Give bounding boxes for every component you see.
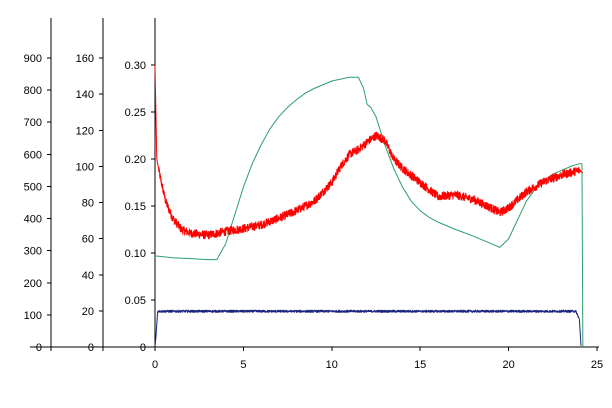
y1-tick-label: 100	[24, 310, 42, 322]
y2-tick-label: 80	[82, 198, 94, 210]
y1-tick-label: 0	[36, 342, 42, 354]
y2-tick-label: 100	[76, 161, 94, 173]
y2-tick-label: 160	[76, 53, 94, 65]
series-line-1	[154, 76, 584, 348]
y2-tick-label: 140	[76, 89, 94, 101]
y2-tick-label: 0	[88, 342, 94, 354]
y3-tick-label: 0.20	[125, 154, 146, 166]
x-tick-label: 25	[591, 359, 603, 371]
y1-tick-label: 300	[24, 246, 42, 258]
y1-tick-label: 600	[24, 149, 42, 161]
x-tick-label: 5	[240, 359, 246, 371]
y1-tick-label: 500	[24, 181, 42, 193]
y2-tick-label: 120	[76, 125, 94, 137]
series-line-2	[154, 64, 584, 240]
y2-tick-label: 60	[82, 234, 94, 246]
x-tick-label: 15	[414, 359, 426, 371]
y2-tick-label: 40	[82, 270, 94, 282]
y3-tick-label: 0.05	[125, 295, 146, 307]
y3-tick-label: 0	[140, 342, 146, 354]
y3-tick-label: 0.10	[125, 248, 146, 260]
x-tick-label: 0	[152, 359, 158, 371]
ticks: 0100200300400500600700800900020406080100…	[24, 53, 603, 371]
series	[154, 64, 584, 348]
y2-tick-label: 20	[82, 306, 94, 318]
x-tick-label: 20	[502, 359, 514, 371]
y3-tick-label: 0.30	[125, 60, 146, 72]
y3-tick-label: 0.15	[125, 201, 146, 213]
y1-tick-label: 800	[24, 85, 42, 97]
y1-tick-label: 700	[24, 117, 42, 129]
y1-tick-label: 400	[24, 214, 42, 226]
y3-tick-label: 0.25	[125, 107, 146, 119]
y1-tick-label: 900	[24, 53, 42, 65]
x-tick-label: 10	[326, 359, 338, 371]
axes	[30, 18, 599, 348]
y1-tick-label: 200	[24, 278, 42, 290]
series-line-3	[154, 309, 582, 348]
